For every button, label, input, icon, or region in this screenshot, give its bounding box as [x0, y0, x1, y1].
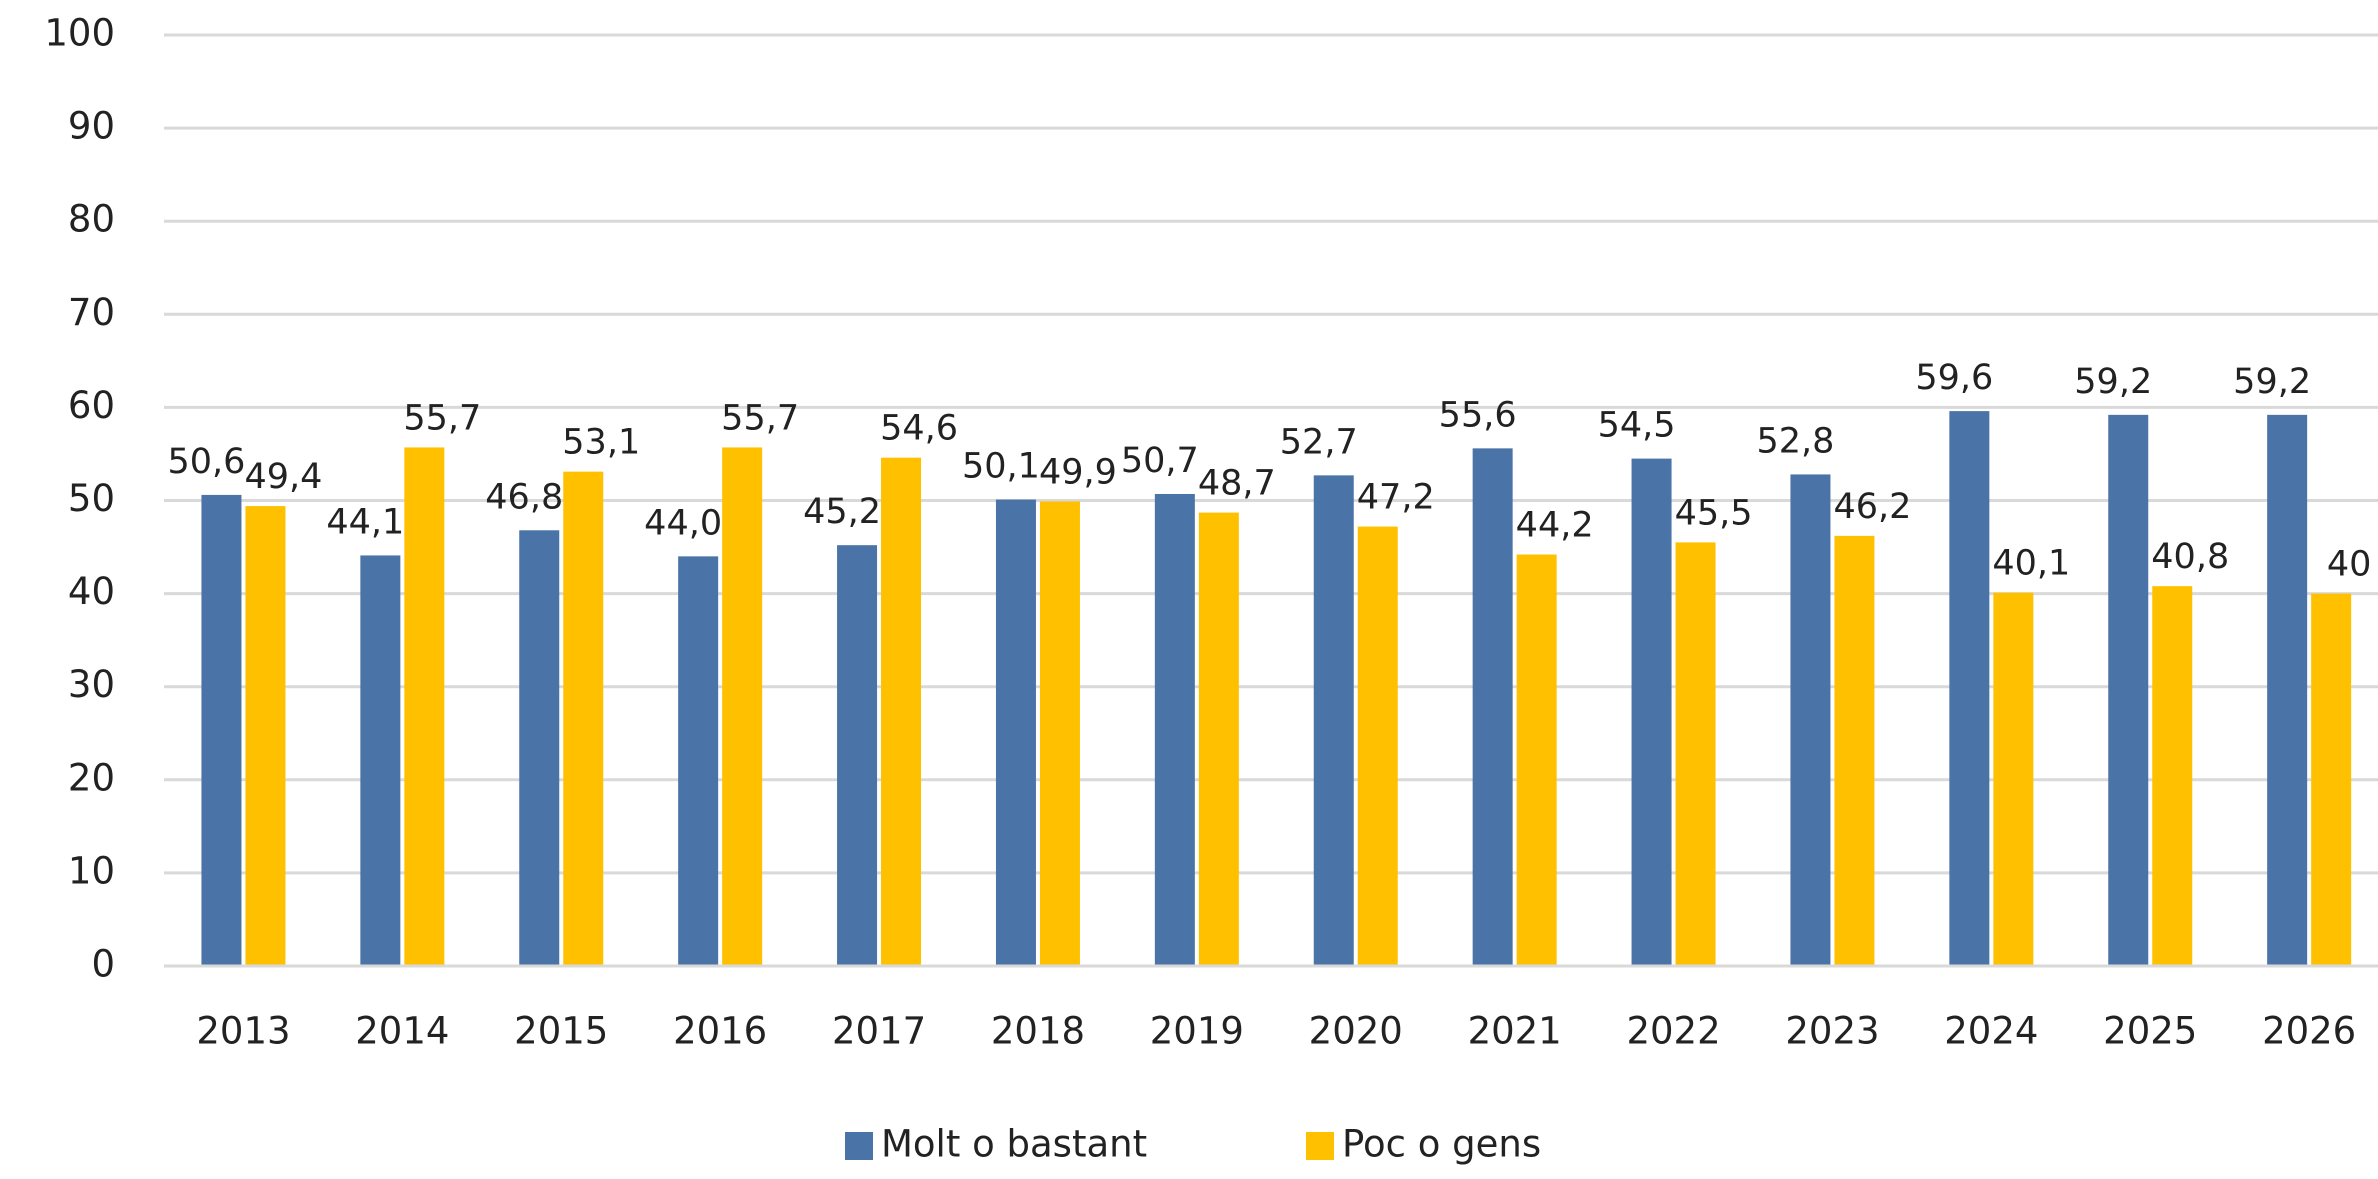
legend-label: Poc o gens [1342, 1123, 1541, 1166]
y-tick-label: 60 [68, 384, 115, 427]
data-label: 40,1 [1992, 544, 2070, 584]
bar [678, 556, 719, 966]
bar [404, 447, 445, 967]
y-tick-label: 10 [68, 849, 115, 892]
bar [1313, 475, 1354, 966]
bar [1472, 448, 1513, 966]
data-label: 45,2 [803, 492, 881, 532]
bar [881, 457, 922, 966]
y-tick-label: 90 [68, 105, 115, 148]
bar [837, 545, 878, 966]
x-tick-label: 2024 [1944, 1010, 2038, 1053]
data-label: 46,8 [485, 477, 563, 517]
y-tick-label: 50 [68, 477, 115, 520]
y-tick-label: 70 [68, 291, 115, 334]
bar [722, 447, 763, 967]
x-tick-label: 2021 [1468, 1010, 1562, 1053]
data-label: 54,6 [880, 409, 958, 449]
data-label: 45,5 [1675, 493, 1753, 533]
data-label: 54,5 [1598, 406, 1676, 446]
x-tick-label: 2015 [514, 1010, 608, 1053]
data-label: 49,9 [1039, 452, 1117, 492]
bar [2152, 586, 2193, 966]
y-tick-label: 40 [68, 570, 115, 613]
y-tick-label: 100 [44, 12, 115, 55]
data-label: 55,7 [403, 398, 481, 438]
bar [995, 499, 1036, 966]
data-label: 44,0 [644, 503, 722, 543]
y-tick-label: 0 [91, 943, 115, 986]
bar [1949, 411, 1990, 966]
bar [1675, 542, 1716, 966]
data-label: 50,7 [1121, 441, 1199, 481]
legend-swatch [845, 1132, 873, 1160]
bar [519, 530, 560, 966]
bar [1154, 493, 1195, 966]
x-tick-label: 2017 [832, 1010, 926, 1053]
bar [245, 506, 286, 966]
data-label: 49,4 [244, 457, 322, 497]
legend-label: Molt o bastant [881, 1123, 1147, 1166]
y-tick-label: 20 [68, 756, 115, 799]
x-tick-label: 2018 [991, 1010, 1085, 1053]
bar [360, 555, 401, 966]
data-label: 50,1 [962, 447, 1040, 487]
data-label: 59,2 [2233, 362, 2311, 402]
data-label: 48,7 [1198, 464, 1276, 504]
data-label: 55,7 [721, 398, 799, 438]
x-tick-label: 2023 [1785, 1010, 1879, 1053]
data-label: 59,2 [2074, 362, 2152, 402]
bar [1198, 512, 1239, 966]
bar [201, 494, 242, 966]
x-tick-label: 2019 [1150, 1010, 1244, 1053]
bar [1039, 501, 1080, 966]
x-tick-label: 2025 [2103, 1010, 2197, 1053]
bar [2267, 414, 2308, 966]
bar [1790, 474, 1831, 966]
data-label: 46,2 [1833, 487, 1911, 527]
data-label: 53,1 [562, 423, 640, 463]
x-tick-label: 2013 [196, 1010, 290, 1053]
y-tick-label: 80 [68, 198, 115, 241]
bar [1631, 458, 1672, 966]
bar [1516, 554, 1557, 966]
data-label: 44,2 [1516, 505, 1594, 545]
data-label: 59,6 [1915, 358, 1993, 398]
x-tick-label: 2022 [1626, 1010, 1720, 1053]
data-label: 40,8 [2151, 537, 2229, 577]
bar [2311, 593, 2352, 966]
data-label: 50,6 [167, 442, 245, 482]
legend-swatch [1306, 1132, 1334, 1160]
data-label: 52,7 [1280, 422, 1358, 462]
bar [1993, 592, 2034, 966]
bar [1834, 535, 1875, 966]
data-label: 55,6 [1439, 395, 1517, 435]
x-tick-label: 2016 [673, 1010, 767, 1053]
x-tick-label: 2020 [1309, 1010, 1403, 1053]
bar [1357, 526, 1398, 966]
bar [563, 471, 604, 966]
data-label: 44,1 [326, 502, 404, 542]
x-tick-label: 2026 [2262, 1010, 2356, 1053]
data-label: 52,8 [1756, 421, 1834, 461]
x-tick-label: 2014 [355, 1010, 449, 1053]
y-tick-label: 30 [68, 663, 115, 706]
bar [2108, 414, 2149, 966]
data-label: 47,2 [1357, 478, 1435, 518]
data-label: 40 [2327, 545, 2372, 585]
